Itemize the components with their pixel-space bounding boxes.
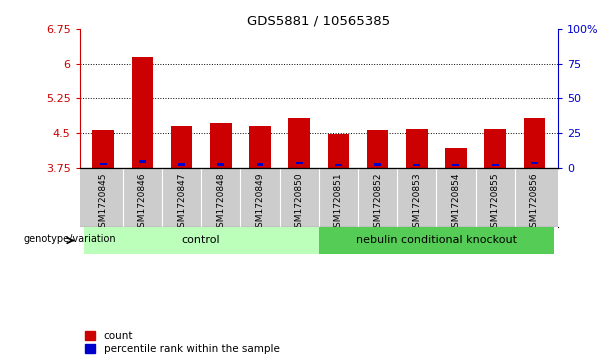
Bar <box>83 227 319 254</box>
Bar <box>178 163 185 166</box>
Bar <box>218 163 224 166</box>
Text: GSM1720847: GSM1720847 <box>177 172 186 233</box>
Bar <box>100 163 107 165</box>
Bar <box>93 130 114 168</box>
Bar <box>171 126 192 168</box>
Bar <box>406 129 427 168</box>
Legend: count, percentile rank within the sample: count, percentile rank within the sample <box>85 331 280 354</box>
Bar <box>531 162 538 164</box>
Bar <box>288 118 310 168</box>
Bar <box>492 164 498 167</box>
Bar <box>139 160 146 163</box>
Text: nebulin conditional knockout: nebulin conditional knockout <box>356 236 517 245</box>
Bar <box>319 227 554 254</box>
Bar <box>484 129 506 168</box>
Text: GSM1720845: GSM1720845 <box>99 172 108 233</box>
Bar <box>256 163 264 166</box>
Bar <box>367 130 388 168</box>
Bar <box>295 162 303 164</box>
Bar <box>413 164 420 167</box>
Bar <box>335 164 342 167</box>
Text: GSM1720853: GSM1720853 <box>412 172 421 233</box>
Bar <box>452 164 459 167</box>
Text: control: control <box>182 236 221 245</box>
Title: GDS5881 / 10565385: GDS5881 / 10565385 <box>247 15 390 28</box>
Bar <box>524 118 545 168</box>
Text: GSM1720852: GSM1720852 <box>373 172 382 233</box>
Text: genotype/variation: genotype/variation <box>24 234 116 244</box>
Bar <box>374 163 381 166</box>
Text: GSM1720854: GSM1720854 <box>451 172 460 233</box>
Text: GSM1720851: GSM1720851 <box>334 172 343 233</box>
Text: GSM1720846: GSM1720846 <box>138 172 147 233</box>
Bar <box>249 126 271 168</box>
Text: GSM1720848: GSM1720848 <box>216 172 226 233</box>
Bar <box>445 148 466 168</box>
Text: GSM1720856: GSM1720856 <box>530 172 539 233</box>
Text: GSM1720850: GSM1720850 <box>295 172 303 233</box>
Bar <box>132 57 153 168</box>
Text: GSM1720855: GSM1720855 <box>490 172 500 233</box>
Bar <box>327 134 349 168</box>
Bar <box>210 123 232 168</box>
Text: GSM1720849: GSM1720849 <box>256 172 264 233</box>
